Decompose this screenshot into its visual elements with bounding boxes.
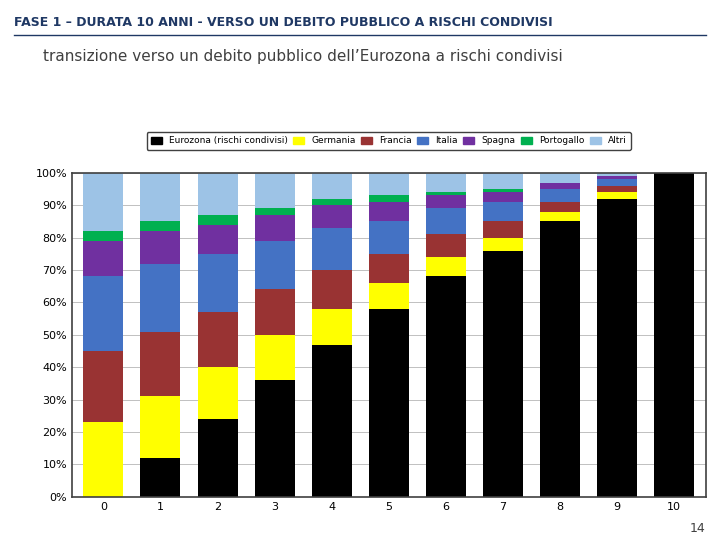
Bar	[597, 179, 637, 186]
Bar	[197, 254, 238, 312]
Bar	[255, 380, 294, 497]
Bar	[312, 228, 351, 270]
Bar	[140, 332, 181, 396]
Bar	[483, 189, 523, 192]
Bar	[483, 221, 523, 238]
Bar	[84, 422, 123, 497]
Bar	[597, 186, 637, 192]
Bar	[597, 192, 637, 199]
Bar	[197, 215, 238, 225]
Text: 14: 14	[690, 522, 706, 535]
Bar	[84, 351, 123, 422]
Bar	[197, 419, 238, 497]
Bar	[654, 173, 694, 497]
Bar	[483, 251, 523, 497]
Bar	[312, 270, 351, 309]
Bar	[597, 173, 637, 176]
Text: transizione verso un debito pubblico dell’Eurozona a rischi condivisi: transizione verso un debito pubblico del…	[43, 49, 563, 64]
Bar	[312, 205, 351, 228]
Bar	[369, 195, 409, 202]
Bar	[197, 173, 238, 215]
Bar	[197, 312, 238, 367]
Bar	[540, 202, 580, 212]
Bar	[540, 173, 580, 183]
Bar	[197, 367, 238, 419]
Bar	[426, 173, 466, 192]
Bar	[312, 345, 351, 497]
Bar	[312, 173, 351, 199]
Bar	[540, 221, 580, 497]
Bar	[84, 241, 123, 276]
Bar	[597, 176, 637, 179]
Bar	[483, 202, 523, 221]
Bar	[426, 195, 466, 208]
Bar	[369, 283, 409, 309]
Bar	[312, 199, 351, 205]
Bar	[255, 335, 294, 380]
Bar	[483, 192, 523, 202]
Bar	[84, 231, 123, 241]
Bar	[369, 173, 409, 195]
Bar	[426, 257, 466, 276]
Bar	[255, 215, 294, 241]
Bar	[140, 173, 181, 221]
Bar	[426, 234, 466, 257]
Bar	[426, 192, 466, 195]
Bar	[540, 183, 580, 189]
Bar	[140, 231, 181, 264]
Bar	[597, 199, 637, 497]
Bar	[140, 458, 181, 497]
Bar	[483, 173, 523, 189]
Bar	[197, 225, 238, 254]
Bar	[255, 241, 294, 289]
Bar	[369, 202, 409, 221]
Bar	[84, 173, 123, 231]
Bar	[426, 276, 466, 497]
Bar	[426, 208, 466, 234]
Bar	[369, 254, 409, 283]
Text: FASE 1 – DURATA 10 ANNI - VERSO UN DEBITO PUBBLICO A RISCHI CONDIVISI: FASE 1 – DURATA 10 ANNI - VERSO UN DEBIT…	[14, 16, 553, 29]
Bar	[140, 221, 181, 231]
Bar	[369, 221, 409, 254]
Bar	[255, 173, 294, 208]
Legend: Eurozona (rischi condivisi), Germania, Francia, Italia, Spagna, Portogallo, Altr: Eurozona (rischi condivisi), Germania, F…	[147, 132, 631, 150]
Bar	[255, 208, 294, 215]
Bar	[140, 264, 181, 332]
Bar	[312, 309, 351, 345]
Bar	[369, 309, 409, 497]
Bar	[540, 212, 580, 221]
Bar	[540, 189, 580, 202]
Bar	[140, 396, 181, 458]
Bar	[255, 289, 294, 335]
Bar	[84, 276, 123, 351]
Bar	[483, 238, 523, 251]
